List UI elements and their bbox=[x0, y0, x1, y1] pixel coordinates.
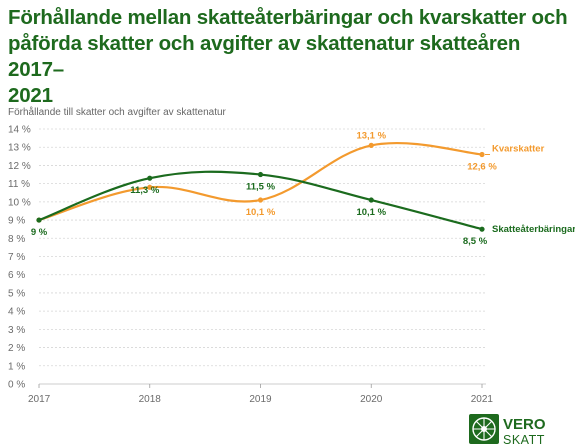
x-tick-label: 2019 bbox=[249, 394, 272, 405]
data-label: 10,1 % bbox=[356, 207, 386, 218]
y-tick-label: 6 % bbox=[8, 270, 25, 281]
x-tick-label: 2018 bbox=[139, 394, 162, 405]
y-tick-label: 4 % bbox=[8, 307, 25, 318]
y-tick-label: 7 % bbox=[8, 252, 25, 263]
chart-title-line-1: Förhållande mellan skatteåterbäringar oc… bbox=[8, 6, 568, 29]
data-point bbox=[368, 197, 374, 203]
data-point bbox=[257, 197, 264, 203]
x-tick-label: 2017 bbox=[28, 394, 51, 405]
data-label: 9 % bbox=[31, 227, 48, 238]
vero-emblem-icon bbox=[469, 414, 499, 444]
x-tick-label: 2020 bbox=[360, 394, 383, 405]
chart-title: Förhållande mellan skatteåterbäringar oc… bbox=[8, 5, 568, 109]
y-tick-label: 10 % bbox=[8, 197, 31, 208]
y-tick-label: 3 % bbox=[8, 325, 25, 336]
series-kvarskatter: 10,1 % 13,1 % 12,6 % Kvarskatter bbox=[36, 130, 545, 223]
y-tick-label: 0 % bbox=[8, 380, 25, 391]
data-point bbox=[147, 184, 153, 190]
logo-vero-text: VERO bbox=[503, 416, 546, 433]
chart-title-line-2: påförda skatter och avgifter av skattena… bbox=[8, 32, 521, 81]
y-tick-labels: 0 % 1 % 2 % 3 % 4 % 5 % 6 % 7 % 8 % 9 % 10 % 11 % 12… bbox=[8, 125, 31, 391]
grid bbox=[39, 128, 486, 385]
data-point bbox=[147, 175, 153, 181]
series-skatteåterbäringar: 9 % 11,3 % 11,5 % 10,1 % 8,5 % Skatteåterbäri… bbox=[31, 170, 575, 247]
logo-skatt-text: SKATT bbox=[503, 433, 545, 447]
data-point bbox=[36, 217, 42, 223]
y-tick-label: 5 % bbox=[8, 288, 25, 299]
y-axis-label: Förhållande till skatter och avgifter av… bbox=[8, 106, 227, 118]
data-label: 13,1 % bbox=[356, 130, 386, 141]
data-label: 11,5 % bbox=[246, 182, 276, 193]
data-point bbox=[257, 171, 264, 178]
data-point bbox=[368, 142, 374, 148]
y-tick-label: 11 % bbox=[8, 179, 30, 190]
vero-logo: VERO SKATT bbox=[469, 414, 546, 447]
data-point bbox=[479, 226, 485, 232]
x-tick-labels: 2017 2018 2019 2020 2021 bbox=[28, 384, 493, 405]
data-label: 11,3 % bbox=[130, 185, 160, 196]
data-label: 10,1 % bbox=[246, 207, 276, 218]
y-tick-label: 12 % bbox=[8, 161, 31, 172]
series-name-label: Kvarskatter bbox=[492, 144, 545, 155]
y-tick-label: 2 % bbox=[8, 343, 25, 354]
chart-title-line-3: 2021 bbox=[8, 84, 53, 107]
y-tick-label: 9 % bbox=[8, 216, 25, 227]
series-name-label: Skatteåterbäringar bbox=[492, 224, 575, 235]
data-label: 8,5 % bbox=[463, 236, 488, 247]
y-tick-label: 14 % bbox=[8, 125, 31, 136]
series-layer: 10,1 % 13,1 % 12,6 % Kvarskatter 9 % 11,3 % 11… bbox=[31, 130, 575, 247]
y-tick-label: 1 % bbox=[8, 361, 25, 372]
y-tick-label: 8 % bbox=[8, 234, 25, 245]
data-label: 12,6 % bbox=[467, 162, 497, 173]
data-point bbox=[479, 151, 485, 158]
y-tick-label: 13 % bbox=[8, 143, 31, 154]
x-tick-label: 2021 bbox=[471, 394, 494, 405]
